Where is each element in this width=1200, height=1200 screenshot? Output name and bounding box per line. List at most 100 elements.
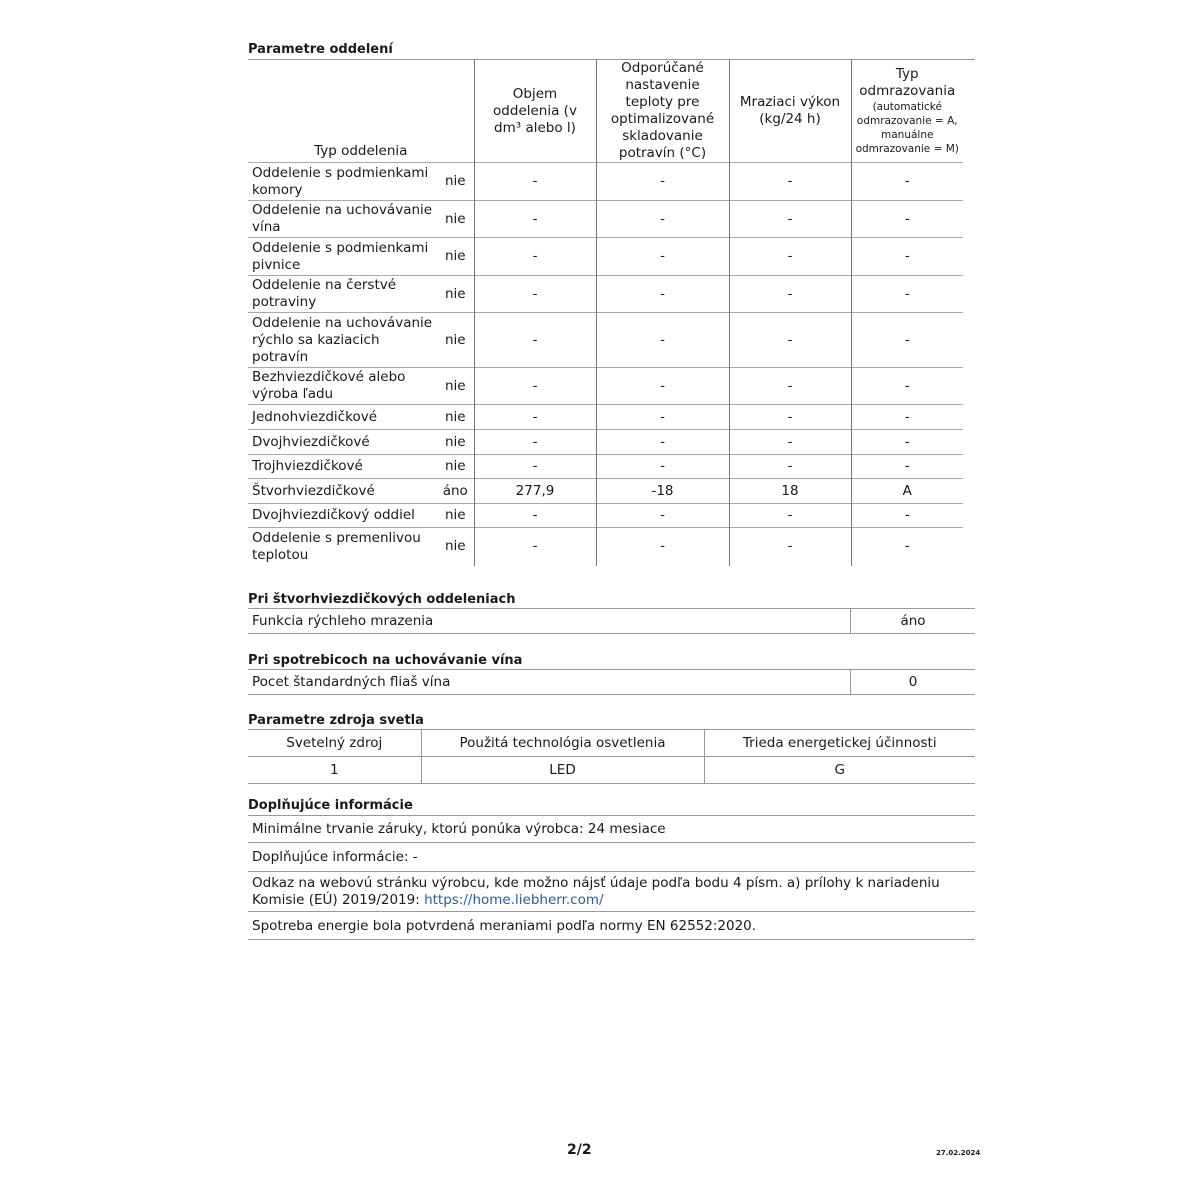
compartment-freezing: - <box>728 454 851 479</box>
page-number: 2/2 <box>567 1142 592 1158</box>
compartment-volume: - <box>473 454 596 479</box>
light-value-source: 1 <box>248 756 421 784</box>
light-title: Parametre zdroja svetla <box>248 713 424 728</box>
compartment-row: Dvojhviezdičkový oddiel nie - - - - <box>248 503 963 528</box>
manufacturer-link[interactable]: https://home.liebherr.com/ <box>424 892 604 908</box>
header-type: Typ oddelenia <box>314 143 408 159</box>
compartment-defrost: - <box>850 429 963 455</box>
compartment-freezing: - <box>728 162 851 201</box>
compartment-temp: - <box>595 527 729 566</box>
header-freezing: Mraziaci výkon (kg/24 h) <box>728 60 851 163</box>
compartment-defrost: - <box>850 237 963 276</box>
compartment-freezing: 18 <box>728 478 851 504</box>
wine-bottles-value: 0 <box>850 670 975 694</box>
compartment-defrost: - <box>850 367 963 405</box>
wine-bottles-label: Pocet štandardných fliaš vína <box>252 674 451 690</box>
header-defrost-note: (automatické odmrazovanie = A, manuálne … <box>855 101 959 155</box>
compartment-name: Oddelenie s podmienkami komory <box>248 162 437 201</box>
compartment-name: Bezhviezdičkové alebo výroba ľadu <box>248 367 437 405</box>
compartment-name: Jednohviezdičkové <box>248 404 437 430</box>
header-defrost-title: Typ odmrazovania <box>859 66 956 99</box>
compartment-defrost: - <box>850 312 963 368</box>
compartment-volume: - <box>473 404 596 430</box>
compartment-present: nie <box>437 404 474 430</box>
compartment-present: nie <box>437 312 474 368</box>
light-value-class: G <box>703 756 975 784</box>
compartment-volume: - <box>473 275 596 313</box>
compartment-row: Oddelenie na uchovávanie vína nie - - - - <box>248 200 963 238</box>
four-star-title: Pri štvorhviezdičkových oddeleniach <box>248 592 516 607</box>
light-table: Svetelný zdroj Použitá technológia osvetl… <box>248 729 975 784</box>
compartment-defrost: - <box>850 454 963 479</box>
compartment-row: Štvorhviezdičkové áno 277,9 -18 18 A <box>248 478 963 504</box>
compartment-present: nie <box>437 503 474 528</box>
fast-freeze-row: Funkcia rýchleho mrazenia áno <box>248 608 975 634</box>
compartment-volume: - <box>473 527 596 566</box>
compartment-freezing: - <box>728 503 851 528</box>
compartment-row: Trojhviezdičkové nie - - - - <box>248 454 963 479</box>
compartment-temp: - <box>595 312 729 368</box>
compartment-volume: - <box>473 429 596 455</box>
compartment-temp: - <box>595 237 729 276</box>
compartment-name: Dvojhviezdičkové <box>248 429 437 455</box>
compartment-row: Dvojhviezdičkové nie - - - - <box>248 429 963 455</box>
compartments-title: Parametre oddelení <box>248 42 393 57</box>
compartment-defrost: - <box>850 404 963 430</box>
compartment-temp: - <box>595 404 729 430</box>
compartment-freezing: - <box>728 367 851 405</box>
light-header-class: Trieda energetickej účinnosti <box>703 729 975 757</box>
compartment-temp: - <box>595 200 729 238</box>
compartment-name: Oddelenie na uchovávanie vína <box>248 200 437 238</box>
compartment-present: nie <box>437 200 474 238</box>
compartment-temp: - <box>595 275 729 313</box>
compartment-freezing: - <box>728 429 851 455</box>
manufacturer-link-info: Odkaz na webovú stránku výrobcu, kde mož… <box>248 873 975 912</box>
compartment-defrost: - <box>850 275 963 313</box>
compartment-row: Oddelenie na čerstvé potraviny nie - - - - <box>248 275 963 313</box>
warranty-info: Minimálne trvanie záruky, ktorú ponúka v… <box>248 815 975 843</box>
compartment-row: Oddelenie s premenlivou teplotou nie - - - - <box>248 527 963 566</box>
compartment-temp: -18 <box>595 478 729 504</box>
compartment-volume: - <box>473 367 596 405</box>
wine-bottles-row: Pocet štandardných fliaš vína 0 <box>248 669 975 695</box>
compartment-name: Oddelenie na uchovávanie rýchlo sa kazia… <box>248 312 437 368</box>
fast-freeze-value: áno <box>850 609 975 633</box>
compartment-temp: - <box>595 367 729 405</box>
compartment-row: Oddelenie na uchovávanie rýchlo sa kazia… <box>248 312 963 368</box>
compartments-table: Typ oddelenia Objem oddelenia (v dm³ ale… <box>248 60 963 566</box>
compartment-temp: - <box>595 162 729 201</box>
light-header-technology: Použitá technológia osvetlenia <box>420 729 704 757</box>
light-header-source: Svetelný zdroj <box>248 729 421 757</box>
divider <box>248 59 975 60</box>
compartment-freezing: - <box>728 237 851 276</box>
compartment-name: Trojhviezdičkové <box>248 454 437 479</box>
header-defrost: Typ odmrazovania (automatické odmrazovani… <box>850 60 963 163</box>
compartment-temp: - <box>595 454 729 479</box>
compartment-temp: - <box>595 429 729 455</box>
compartment-row: Bezhviezdičkové alebo výroba ľadu nie - - - - <box>248 367 963 405</box>
compartment-present: nie <box>437 237 474 276</box>
compartment-volume: - <box>473 162 596 201</box>
compartment-present: nie <box>437 162 474 201</box>
additional-title: Doplňujúce informácie <box>248 798 413 813</box>
compartment-defrost: - <box>850 527 963 566</box>
compartment-row: Oddelenie s podmienkami komory nie - - - - <box>248 162 963 201</box>
compartment-defrost: A <box>850 478 963 504</box>
compartment-present: nie <box>437 454 474 479</box>
compartment-name: Oddelenie s premenlivou teplotou <box>248 527 437 566</box>
compartment-defrost: - <box>850 162 963 201</box>
compartment-freezing: - <box>728 404 851 430</box>
compartment-temp: - <box>595 503 729 528</box>
compartment-volume: - <box>473 200 596 238</box>
header-volume: Objem oddelenia (v dm³ alebo l) <box>473 60 596 163</box>
header-temp: Odporúčané nastavenie teploty pre optima… <box>595 60 729 163</box>
compartment-volume: - <box>473 237 596 276</box>
compartment-defrost: - <box>850 503 963 528</box>
compartment-volume: 277,9 <box>473 478 596 504</box>
compartment-name: Oddelenie s podmienkami pivnice <box>248 237 437 276</box>
compartment-present: nie <box>437 275 474 313</box>
compartment-name: Štvorhviezdičkové <box>248 478 437 504</box>
compartment-present: nie <box>437 367 474 405</box>
compartment-freezing: - <box>728 312 851 368</box>
compartment-freezing: - <box>728 275 851 313</box>
